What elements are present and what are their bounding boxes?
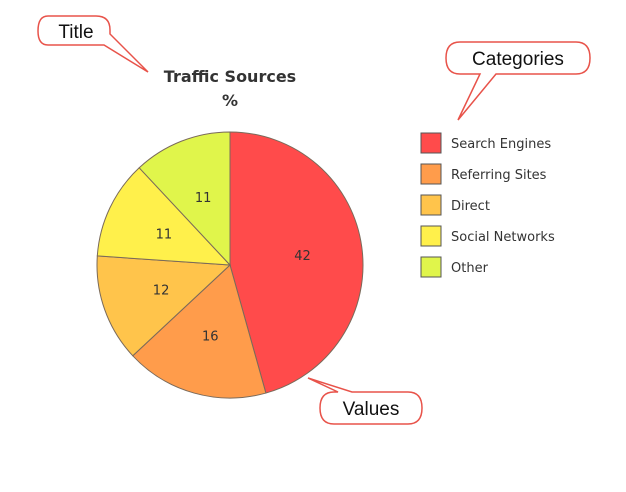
pie-slice-referring-sites[interactable] <box>132 264 267 399</box>
legend-swatch <box>420 194 442 216</box>
slice-value-label: 11 <box>195 191 212 206</box>
title-callout-label: Title <box>58 22 93 43</box>
slice-value-label: 12 <box>153 283 170 298</box>
title-callout: Title <box>37 15 149 73</box>
slice-value-label: 16 <box>202 329 219 344</box>
legend-label: Referring Sites <box>451 168 547 183</box>
pie-slice-other[interactable] <box>138 131 231 267</box>
legend-swatch <box>420 225 442 247</box>
legend-swatch <box>420 132 442 154</box>
legend-label: Social Networks <box>451 230 555 245</box>
values-callout: Values <box>307 377 423 425</box>
values-callout-label: Values <box>343 399 400 420</box>
legend-swatch <box>420 163 442 185</box>
legend-label: Direct <box>451 199 490 214</box>
slice-value-label: 42 <box>294 249 311 264</box>
pie-slice-social-networks[interactable] <box>96 167 232 266</box>
pie-slice-direct[interactable] <box>96 255 232 357</box>
chart-subtitle: % <box>222 91 238 110</box>
slice-value-label: 11 <box>156 228 173 243</box>
legend-label: Search Engines <box>451 137 551 152</box>
legend-label: Other <box>451 261 489 276</box>
legend: Search Engines Referring Sites Direct Socia… <box>420 132 555 278</box>
legend-swatch <box>420 256 442 278</box>
categories-callout-label: Categories <box>472 49 564 70</box>
pie: 42 16 12 11 11 <box>96 131 364 399</box>
chart-title: Traffic Sources <box>164 67 296 86</box>
pie-slice-search-engines[interactable] <box>229 131 364 394</box>
categories-callout: Categories <box>445 41 591 121</box>
